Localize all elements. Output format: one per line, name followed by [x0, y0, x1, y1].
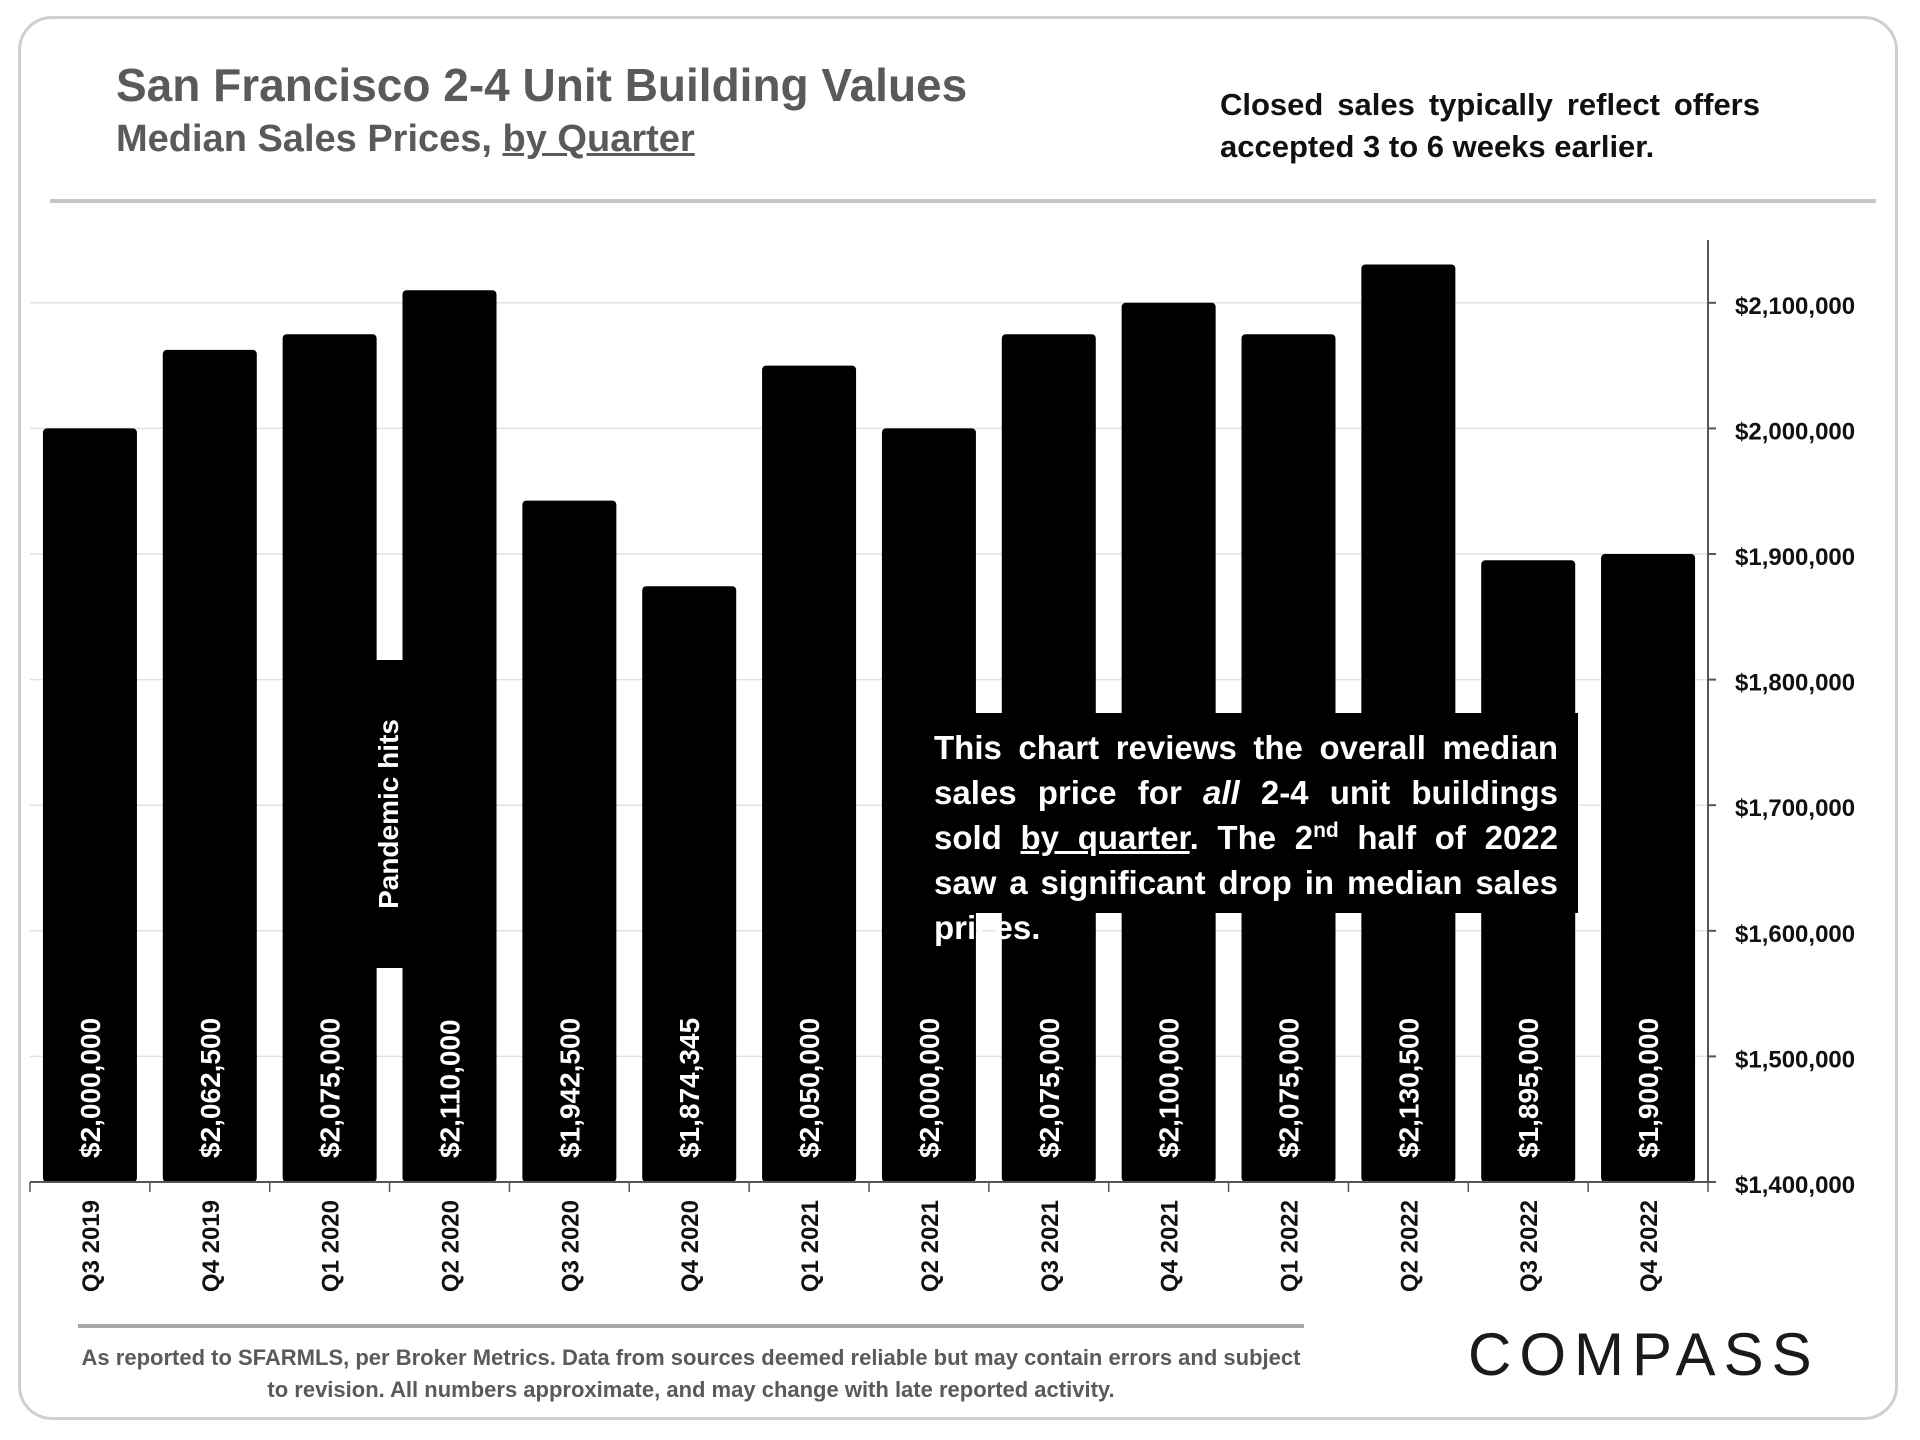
chart-title: San Francisco 2-4 Unit Building Values	[116, 59, 968, 111]
bar-data-label: $2,075,000	[315, 1018, 346, 1158]
bar-data-label: $2,050,000	[794, 1018, 825, 1158]
x-tick-label: Q2 2022	[1396, 1200, 1423, 1292]
callout-part5: . The 2	[1189, 819, 1314, 856]
x-tick-label: Q3 2019	[78, 1200, 105, 1292]
bar-data-label: $2,130,500	[1393, 1018, 1424, 1158]
x-tick-label: Q4 2020	[677, 1200, 704, 1292]
callout-sup: nd	[1313, 819, 1339, 842]
subtitle-prefix: Median Sales Prices,	[116, 118, 503, 160]
bar	[162, 349, 257, 1182]
callout-text: This chart reviews the overall median sa…	[934, 725, 1558, 950]
bar	[42, 428, 137, 1182]
bar-data-label: $2,075,000	[1034, 1018, 1065, 1158]
bar-data-label: $1,942,500	[554, 1018, 585, 1158]
x-tick-label: Q2 2021	[917, 1200, 944, 1292]
x-tick-label: Q1 2021	[797, 1200, 824, 1292]
pandemic-annotation: Pandemic hits	[372, 660, 406, 968]
callout-part3: 2-4 unit buildings sold	[934, 774, 1559, 856]
bar-data-label: $2,000,000	[75, 1018, 106, 1158]
y-tick-label: $1,500,000	[1735, 1046, 1855, 1073]
y-tick-label: $1,600,000	[1735, 921, 1855, 948]
y-tick-label: $2,000,000	[1735, 418, 1855, 445]
bar	[522, 500, 617, 1182]
compass-logo: COMPASS	[1468, 1321, 1820, 1388]
callout-box: This chart reviews the overall median sa…	[902, 713, 1578, 946]
bar-data-label: $2,110,000	[435, 1019, 466, 1158]
bar-data-label: $1,895,000	[1513, 1018, 1544, 1158]
y-tick-label: $2,100,000	[1735, 293, 1855, 320]
bar-data-label: $2,062,500	[195, 1018, 226, 1158]
bar-data-label: $1,900,000	[1633, 1018, 1664, 1158]
callout-italic: all	[1202, 774, 1240, 811]
callout-part1: This chart reviews the overall median sa…	[934, 729, 1558, 811]
source-footnote: As reported to SFARMLS, per Broker Metri…	[81, 1345, 1301, 1402]
bar	[762, 365, 857, 1183]
x-tick-label: Q3 2022	[1516, 1200, 1543, 1292]
bar	[642, 586, 737, 1182]
bar	[402, 290, 497, 1182]
closed-sales-note: Closed sales typically reflect offers ac…	[1220, 87, 1760, 164]
y-tick-label: $1,900,000	[1735, 544, 1855, 571]
x-tick-label: Q2 2020	[438, 1200, 465, 1292]
y-tick-label: $1,400,000	[1735, 1172, 1855, 1199]
x-tick-label: Q4 2021	[1157, 1200, 1184, 1292]
chart-subtitle: Median Sales Prices, by Quarter	[116, 118, 695, 161]
x-tick-label: Q4 2022	[1636, 1200, 1663, 1292]
bar-data-label: $2,000,000	[914, 1018, 945, 1158]
x-tick-label: Q1 2020	[318, 1200, 345, 1292]
callout-underlined: by quarter	[1020, 819, 1190, 856]
bar-data-label: $2,100,000	[1154, 1018, 1185, 1158]
bottom-divider	[78, 1324, 1304, 1328]
callout-part7: half of 2022 saw a significant drop in m…	[934, 819, 1558, 946]
x-tick-label: Q3 2021	[1037, 1200, 1064, 1292]
bar-data-label: $1,874,345	[674, 1018, 705, 1158]
bar	[282, 334, 377, 1182]
x-tick-label: Q1 2022	[1277, 1200, 1304, 1292]
bar	[1601, 554, 1696, 1182]
pandemic-annotation-text: Pandemic hits	[373, 719, 404, 909]
x-tick-label: Q3 2020	[557, 1200, 584, 1292]
y-tick-label: $1,700,000	[1735, 795, 1855, 822]
y-tick-label: $1,800,000	[1735, 670, 1855, 697]
bar-data-label: $2,075,000	[1274, 1018, 1305, 1158]
top-divider	[50, 199, 1876, 203]
x-tick-label: Q4 2019	[198, 1200, 225, 1292]
subtitle-underlined: by Quarter	[502, 118, 695, 160]
